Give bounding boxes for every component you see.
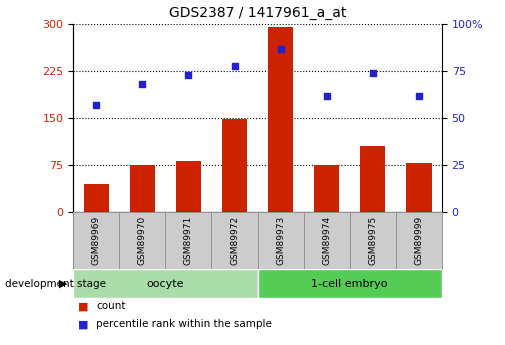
Text: GSM89973: GSM89973 bbox=[276, 216, 285, 265]
Text: 1-cell embryo: 1-cell embryo bbox=[312, 279, 388, 289]
Text: GSM89975: GSM89975 bbox=[368, 216, 377, 265]
Text: GSM89999: GSM89999 bbox=[414, 216, 423, 265]
Text: oocyte: oocyte bbox=[146, 279, 184, 289]
Text: ▶: ▶ bbox=[59, 279, 67, 289]
Point bbox=[369, 70, 377, 76]
Point bbox=[277, 46, 285, 51]
Text: ■: ■ bbox=[78, 319, 89, 329]
Point bbox=[415, 93, 423, 98]
Point bbox=[323, 93, 331, 98]
Bar bbox=[360, 146, 385, 212]
Point bbox=[184, 72, 192, 78]
Text: GSM89971: GSM89971 bbox=[184, 216, 193, 265]
Text: GSM89969: GSM89969 bbox=[92, 216, 101, 265]
Bar bbox=[406, 163, 431, 212]
Text: percentile rank within the sample: percentile rank within the sample bbox=[96, 319, 272, 329]
Bar bbox=[73, 269, 258, 298]
Title: GDS2387 / 1417961_a_at: GDS2387 / 1417961_a_at bbox=[169, 6, 346, 20]
Text: development stage: development stage bbox=[5, 279, 106, 289]
Bar bbox=[258, 269, 442, 298]
Text: count: count bbox=[96, 302, 125, 311]
Bar bbox=[130, 165, 155, 212]
Bar bbox=[268, 27, 293, 212]
Point bbox=[92, 102, 100, 108]
Text: ■: ■ bbox=[78, 302, 89, 311]
Text: GSM89972: GSM89972 bbox=[230, 216, 239, 265]
Bar bbox=[84, 184, 109, 212]
Text: GSM89974: GSM89974 bbox=[322, 216, 331, 265]
Bar bbox=[314, 165, 339, 212]
Bar bbox=[176, 161, 201, 212]
Bar bbox=[222, 119, 247, 212]
Point bbox=[138, 81, 146, 87]
Text: GSM89970: GSM89970 bbox=[138, 216, 147, 265]
Point bbox=[230, 63, 238, 68]
